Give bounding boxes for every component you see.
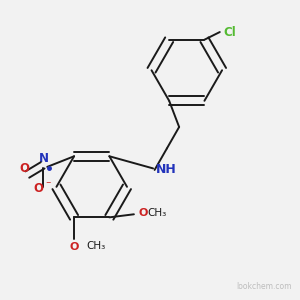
Text: O: O <box>34 182 44 195</box>
Text: NH: NH <box>156 163 177 176</box>
Text: O: O <box>19 161 29 175</box>
Text: O: O <box>139 208 148 218</box>
Text: lookchem.com: lookchem.com <box>236 282 291 291</box>
Text: CH₃: CH₃ <box>86 242 106 251</box>
Text: O: O <box>69 242 79 252</box>
Text: ⁻: ⁻ <box>46 180 51 190</box>
Text: CH₃: CH₃ <box>148 208 167 218</box>
Text: N: N <box>39 152 49 165</box>
Text: Cl: Cl <box>224 26 236 38</box>
